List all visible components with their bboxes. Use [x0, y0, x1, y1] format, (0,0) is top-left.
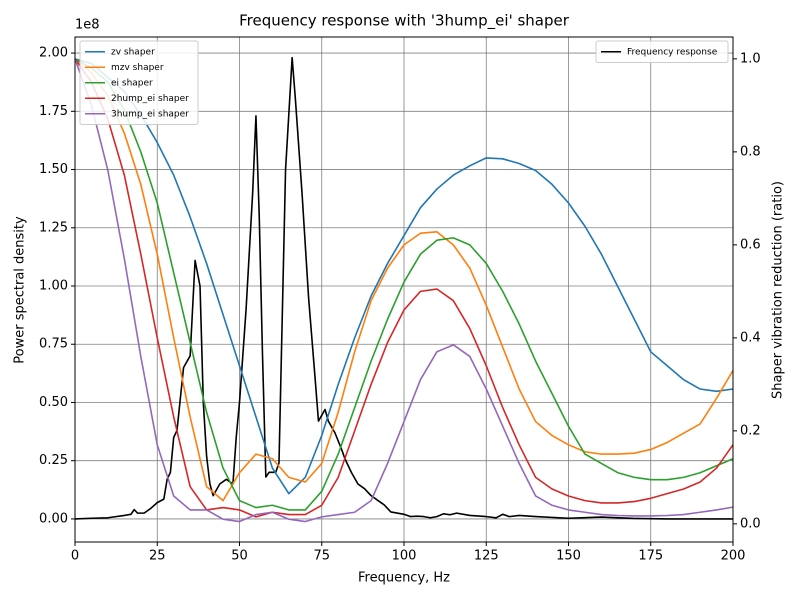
series-line: [74, 58, 734, 518]
series-line: [74, 58, 734, 502]
y-tick-label: 0.25: [39, 453, 68, 468]
x-tick-label: 75: [313, 549, 330, 564]
legend-label: zv shaper: [111, 47, 155, 57]
legend-label: mzv shaper: [111, 63, 164, 73]
y2-axis-label: Shaper vibration reduction (ratio): [771, 181, 786, 399]
legend-label: 3hump_ei shaper: [111, 109, 189, 119]
y-axis-label: Power spectral density: [13, 216, 28, 364]
series-line: [74, 56, 733, 520]
legend-box: [595, 40, 729, 63]
y-tick-label: 1.50: [39, 162, 68, 177]
y2-tick-label: 0.6: [740, 237, 761, 252]
y-tick-label: 1.00: [39, 279, 68, 294]
y-tick-label: 2.00: [39, 46, 68, 61]
x-tick-label: 175: [638, 549, 663, 564]
x-tick-label: 150: [556, 549, 581, 564]
legend-box: [79, 40, 199, 125]
y2-tick-label: 0.8: [740, 144, 761, 159]
y2-tick-label: 0.0: [740, 516, 761, 531]
series-line: [74, 58, 734, 523]
y-tick-label: 1.25: [39, 220, 68, 235]
legend-label: Frequency response: [627, 47, 718, 57]
y2-tick-label: 1.0: [740, 51, 761, 66]
series-line: [74, 58, 734, 495]
y-tick-label: 1.75: [39, 104, 68, 119]
x-tick-label: 100: [392, 549, 417, 564]
x-tick-label: 0: [71, 549, 79, 564]
x-tick-label: 125: [474, 549, 499, 564]
chart-title: Frequency response with '3hump_ei' shape…: [239, 12, 570, 31]
y-tick-label: 0.00: [39, 511, 68, 526]
x-axis-label: Frequency, Hz: [358, 571, 450, 586]
legend-label: ei shaper: [111, 78, 153, 88]
y-tick-label: 0.75: [39, 337, 68, 352]
y2-tick-label: 0.4: [740, 330, 761, 345]
x-tick-label: 25: [149, 549, 166, 564]
legend-label: 2hump_ei shaper: [111, 94, 189, 104]
y2-tick-label: 0.2: [740, 423, 761, 438]
series-line: [74, 58, 734, 511]
y-tick-label: 0.50: [39, 395, 68, 410]
x-tick-label: 200: [721, 549, 746, 564]
x-tick-label: 50: [231, 549, 248, 564]
y-offset-label: 1e8: [75, 18, 100, 33]
